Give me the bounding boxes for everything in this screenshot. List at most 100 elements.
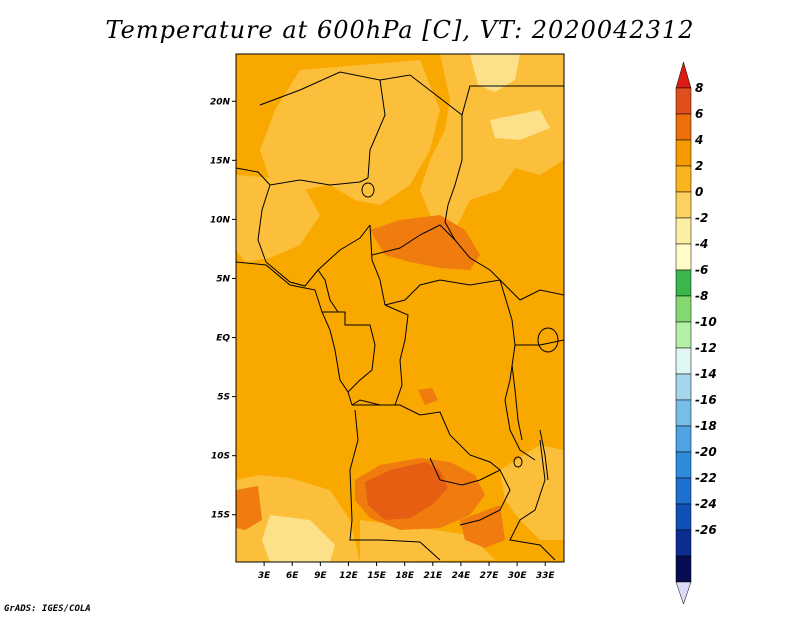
lat-tick-label: EQ <box>216 334 230 344</box>
lake-malawi <box>539 429 549 481</box>
colorbar-label: -10 <box>695 315 717 329</box>
boundary-cameroon-car <box>369 224 386 306</box>
boundary-east-africa <box>499 279 536 461</box>
lon-tick-label: 33E <box>536 571 556 581</box>
lon-tick-label: 3E <box>258 571 271 581</box>
lon-tick-label: 6E <box>286 571 299 581</box>
colorbar-top-arrow <box>675 61 692 89</box>
boundary-congo-gabon <box>322 311 376 393</box>
lat-tick-label: 10N <box>210 215 231 225</box>
colorbar-label: -2 <box>695 211 708 225</box>
lake-tanganyika <box>511 364 523 441</box>
colorbar-swatch <box>675 503 692 531</box>
lat-tick-label: 10S <box>211 452 230 462</box>
boundary-zambia <box>429 457 511 526</box>
colorbar-label: -26 <box>695 523 717 537</box>
boundary-tanzania <box>515 339 564 346</box>
lat-tick-label: 5N <box>216 274 230 284</box>
colorbar-swatch <box>675 529 692 557</box>
cooler-zone-right-streaks <box>490 110 550 140</box>
colorbar-label: -12 <box>695 341 717 355</box>
colorbar-swatch <box>675 477 692 505</box>
lat-tick-label: 5S <box>217 393 230 403</box>
colorbar-swatch <box>675 165 692 193</box>
map-frame <box>235 53 565 563</box>
colorbar-label: 4 <box>694 133 703 147</box>
boundary-drc-angola <box>352 404 501 471</box>
colorbar-swatch <box>675 269 692 297</box>
boundary-angola-zambia <box>349 409 441 561</box>
hot-zone-angola <box>365 462 448 520</box>
warm-zone-central-africa <box>370 215 480 270</box>
lat-tick-label: 15S <box>211 511 230 521</box>
lake-victoria <box>537 327 559 353</box>
colorbar-swatch <box>675 87 692 115</box>
colorbar-label: -4 <box>695 237 708 251</box>
lake-mweru <box>513 456 523 468</box>
colorbar-label: -14 <box>695 367 717 381</box>
colorbar-label: 8 <box>695 81 703 95</box>
colorbar-label: -16 <box>695 393 717 407</box>
colorbar-swatch <box>675 295 692 323</box>
colorbar-swatch <box>675 139 692 167</box>
colorbar-swatch <box>675 425 692 453</box>
colorbar-label: -6 <box>695 263 708 277</box>
warm-zone-small-congo <box>418 388 438 405</box>
lon-tick-label: 27E <box>480 571 500 581</box>
lon-tick-label: 21E <box>423 571 443 581</box>
lon-tick-label: 18E <box>395 571 415 581</box>
colorbar-swatch <box>675 243 692 271</box>
colorbar-swatch <box>675 347 692 375</box>
temperature-field <box>236 54 564 562</box>
boundary-uganda-kenya <box>519 289 564 301</box>
colorbar: 8 6 4 2 0 -2 -4 -6 -8 -10 -12 -14 -16 -18 -20 -22 -24 -26 <box>675 61 717 605</box>
colorbar-label: -20 <box>695 445 717 459</box>
cool-zone-west-africa <box>236 175 320 262</box>
lat-tick-label: 20N <box>210 97 231 107</box>
colorbar-swatch <box>675 191 692 219</box>
colorbar-label: 2 <box>695 159 703 173</box>
lakes <box>361 182 559 481</box>
colorbar-swatch <box>675 113 692 141</box>
colorbar-swatch <box>675 217 692 245</box>
lat-tick-label: 15N <box>210 156 231 166</box>
boundary-drc-west <box>351 304 409 406</box>
colorbar-swatch <box>675 321 692 349</box>
lon-tick-label: 9E <box>314 571 327 581</box>
boundary-west-africa <box>236 167 369 186</box>
country-boundaries <box>236 71 564 561</box>
cooler-zone-south <box>262 515 335 562</box>
latitude-axis: 20N 15N 10N 5N EQ 5S 10S 15S <box>210 97 236 521</box>
colorbar-bottom-arrow <box>675 581 692 605</box>
boundary-nigeria-niger <box>257 184 371 287</box>
cool-zone-northeast <box>420 54 564 230</box>
lon-tick-label: 12E <box>339 571 359 581</box>
cool-zone-south-center <box>360 520 495 562</box>
colorbar-label: 6 <box>695 107 703 121</box>
grads-credit: GrADS: IGES/COLA <box>4 604 91 614</box>
warm-zone-atlantic-south <box>236 486 262 530</box>
boundary-car-chad <box>371 224 501 281</box>
colorbar-swatch <box>675 555 692 583</box>
lake-chad <box>361 182 375 198</box>
boundary-chad-libya <box>379 74 463 206</box>
boundary-mozambique <box>509 439 556 561</box>
warm-zone-east <box>460 505 505 548</box>
colorbar-swatch <box>675 399 692 427</box>
colorbar-label: -22 <box>695 471 717 485</box>
colorbar-label: -24 <box>695 497 717 511</box>
map-title: Temperature at 600hPa [C], VT: 202004231… <box>105 16 695 44</box>
lon-tick-label: 30E <box>508 571 528 581</box>
longitude-axis: 3E 6E 9E 12E 15E 18E 21E 24E 27E 30E 33E <box>258 562 556 581</box>
lon-tick-label: 24E <box>452 571 472 581</box>
colorbar-label: -18 <box>695 419 717 433</box>
colorbar-label: -8 <box>695 289 708 303</box>
boundary-coastline-west <box>236 261 353 406</box>
boundary-nigeria-cameroon <box>317 269 339 313</box>
boundary-sudan-chad <box>444 204 456 241</box>
colorbar-swatch <box>675 373 692 401</box>
colorbar-swatch <box>675 451 692 479</box>
cooler-zone-top-right <box>470 54 520 92</box>
